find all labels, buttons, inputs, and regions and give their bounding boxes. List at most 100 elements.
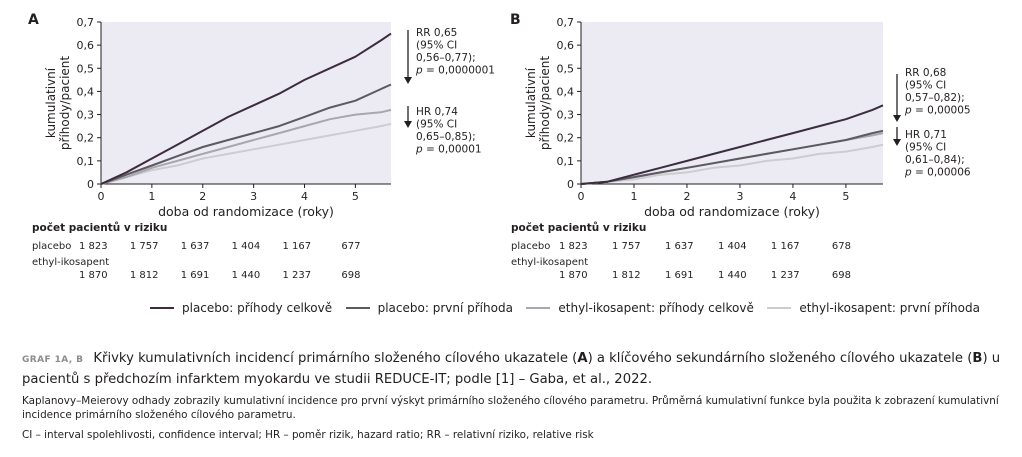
risk-value: 1 237 [770,270,800,281]
risk-value: 1 167 [282,241,312,252]
y-tick-label: 0 [87,178,94,191]
risk-placebo-label-a: placebo [32,241,72,252]
caption-abbreviations: CI – interval spolehlivosti, confidence … [22,429,594,441]
annotation-arrowhead [404,77,412,84]
annotation-arrowhead [893,139,901,146]
legend-label: ethyl-ikosapent: příhody celkově [558,301,754,315]
x-tick-label: 3 [250,190,257,203]
annotation-text: 0,61–0,84); [905,154,965,166]
legend-label: placebo: příhody celkově [182,301,333,315]
risk-value: 1 870 [79,270,108,281]
risk-value: 1 691 [180,270,210,281]
risk-value: 1 404 [231,241,261,252]
y-tick-label: 0,2 [557,132,575,145]
plot-area [581,22,883,184]
annotation-text: 0,65–0,85); [416,131,476,143]
series-line [580,129,884,185]
risk-ethyl-label-a: ethyl-ikosapent [32,257,110,268]
annotation-text: 0,56–0,77); [416,52,476,64]
risk-value: 1 440 [231,270,261,281]
y-axis-label: kumulativnípříhody/pacient [44,56,72,150]
y-tick-label: 0,5 [557,62,575,75]
x-tick-label: 4 [301,190,308,203]
legend-item-ethyl-first: ethyl-ikosapent: první příhoda [767,301,980,315]
y-tick-label: 0,6 [557,39,575,52]
annotation-arrowhead [404,121,412,128]
figure-charts: A 0 0,1 0,2 0,3 0,4 0,5 0,6 0,7 0 1 2 3 4 5 doba od ran… [28,12,971,219]
series-line [100,108,392,185]
x-tick-label: 1 [148,190,155,203]
caption-title: GRAF 1A, B Křivky kumulativních incidencí… [22,349,1007,390]
risk-value: 1 870 [559,270,588,281]
series-line [580,143,884,185]
y-tick-label: 0 [567,178,574,191]
y-tick-label: 0,1 [557,155,575,168]
x-axis-label: doba od randomizace (roky) [644,204,820,219]
risk-placebo-label-b: placebo [511,241,551,252]
x-tick-label: 2 [683,190,690,203]
legend-swatch [150,307,174,309]
y-tick-label: 0,7 [77,16,95,29]
risk-value: 678 [831,241,851,252]
annotation-text: p = 0,00001 [415,144,482,156]
annotation-arrowhead [893,115,901,122]
annotation-text: HR 0,71 [905,129,947,141]
x-tick-label: 5 [842,190,849,203]
x-tick-label: 1 [630,190,637,203]
caption-title-part: Křivky kumulativních incidencí primárníh… [93,351,578,366]
y-tick-label: 0,1 [77,155,95,168]
risk-value: 1 823 [559,241,588,252]
series-line [100,32,392,185]
risk-value: 677 [341,241,361,252]
y-tick-label: 0,4 [77,85,95,98]
x-tick-label: 3 [736,190,743,203]
panel-label: A [28,12,39,28]
risk-value: 1 812 [611,270,641,281]
y-tick-label: 0,3 [77,109,95,122]
x-tick-label: 5 [352,190,359,203]
risk-value: 1 167 [770,241,800,252]
annotation-text: (95% CI [905,142,946,154]
caption-tag: GRAF 1A, B [22,355,84,365]
caption-title-panel-a: A [577,351,588,366]
annotation-text: RR 0,65 [416,27,457,39]
risk-value: 1 440 [717,270,747,281]
x-tick-label: 2 [199,190,206,203]
series-line [100,122,392,185]
annotation-text: p = 0,0000001 [415,65,495,77]
annotation-text: (95% CI [416,40,457,52]
series-line [580,104,884,185]
risk-table-title-a: počet pacientů v riziku [32,222,168,234]
y-tick-label: 0,5 [77,62,95,75]
y-tick-label: 0,4 [557,85,575,98]
annotation-text: RR 0,68 [905,67,946,79]
caption-title-panel-b: B [972,351,983,366]
risk-ethyl-label-b: ethyl-ikosapent [511,257,589,268]
x-tick-label: 4 [789,190,796,203]
annotation-text: p = 0,00006 [904,167,971,179]
x-tick-label: 0 [98,190,105,203]
panel-label: B [510,12,521,28]
figure-caption: GRAF 1A, B Křivky kumulativních incidencí… [22,349,1007,442]
y-tick-label: 0,2 [77,132,95,145]
legend-swatch [767,307,792,309]
annotation-text: HR 0,74 [416,106,458,118]
y-tick-label: 0,7 [557,16,575,29]
annotation-text: (95% CI [416,119,457,131]
legend-swatch [345,307,370,309]
risk-value: 1 404 [717,241,747,252]
y-tick-label: 0,3 [557,109,575,122]
x-axis-label: doba od randomizace (roky) [158,204,334,219]
risk-value: 1 637 [180,241,210,252]
caption-title-part: ) u pacientů s předchozím infarktem myok… [22,351,1001,387]
risk-value: 1 691 [664,270,694,281]
chart-legend: placebo: příhody celkově placebo: první … [150,296,980,320]
risk-value: 698 [831,270,851,281]
risk-value: 1 757 [129,241,159,252]
caption-note: Kaplanovy–Meierovy odhady zobrazily kumu… [22,395,999,421]
x-tick-label: 0 [578,190,585,203]
risk-value: 1 812 [129,270,159,281]
risk-table-title-b: počet pacientů v riziku [511,222,647,234]
legend-item-ethyl-total: ethyl-ikosapent: příhody celkově [526,301,754,315]
legend-label: ethyl-ikosapent: první příhoda [799,301,980,315]
